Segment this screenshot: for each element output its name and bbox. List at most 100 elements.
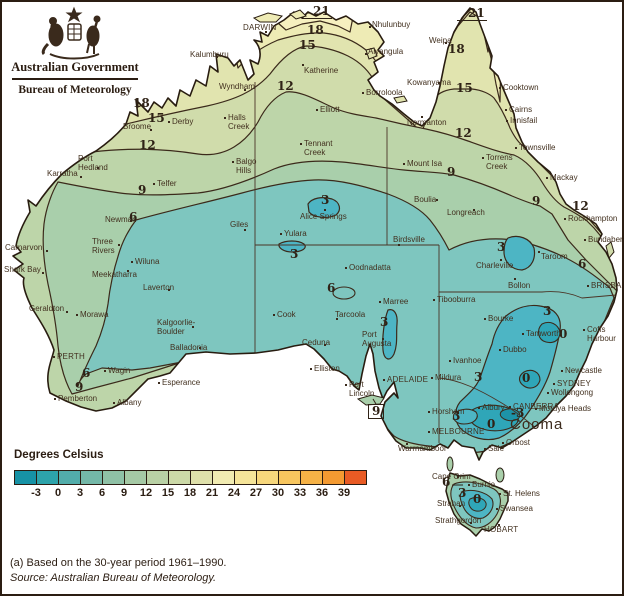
isotherm-label: 3 <box>380 315 389 329</box>
isotherm-label: 15 <box>456 81 473 95</box>
city-label: Wyndham <box>219 82 255 91</box>
city-label: Albany <box>117 398 142 407</box>
city-marker <box>535 408 537 410</box>
city-marker <box>118 244 120 246</box>
brand-divider <box>12 78 138 80</box>
coat-of-arms <box>41 6 101 60</box>
city-label: Albury <box>482 403 505 412</box>
city-label: Swansea <box>500 504 533 513</box>
isotherm-label: 18 <box>448 42 465 56</box>
city-marker <box>564 218 566 220</box>
city-marker <box>302 64 304 66</box>
city-label: Horsham <box>432 407 465 416</box>
isotherm-label: 9 <box>532 194 541 208</box>
isotherm-label: 6 <box>129 210 138 224</box>
city-marker <box>104 370 106 372</box>
city-marker <box>514 278 516 280</box>
city-label: Cooktown <box>503 83 539 92</box>
city-marker <box>496 508 498 510</box>
city-marker <box>470 522 472 524</box>
city-label: Dubbo <box>503 345 527 354</box>
city-marker <box>192 326 194 328</box>
legend-swatch <box>168 470 191 485</box>
isotherm-label: 3 <box>474 370 483 384</box>
isotherm-label: 21 <box>457 7 487 21</box>
city-label: Coffs Harbour <box>587 325 616 344</box>
city-label: Giles <box>230 220 249 229</box>
city-label: Rockhampton <box>568 214 618 223</box>
city-label: Karratha <box>47 169 78 178</box>
city-marker <box>131 261 133 263</box>
legend-tick: 39 <box>337 487 351 499</box>
legend-swatch <box>344 470 367 485</box>
city-label: Boulia <box>414 195 437 204</box>
city-label: HOBART <box>484 525 519 534</box>
city-label: Cook <box>277 310 296 319</box>
city-label: Elliott <box>320 105 340 114</box>
city-label: Oodnadatta <box>349 263 391 272</box>
tasmania-coastline <box>445 472 509 537</box>
city-marker <box>127 270 129 272</box>
city-marker <box>538 251 540 253</box>
city-label: Port Augusta <box>362 330 392 349</box>
city-label: Borroloola <box>366 88 403 97</box>
legend-ticks: -3 0 3 6 9 12 15 18 21 24 27 30 33 36 39 <box>14 487 366 499</box>
bureau-title: Bureau of Meteorology <box>18 83 132 96</box>
city-label: Moruya Heads <box>539 404 592 413</box>
isotherm-label: 0 <box>473 492 482 506</box>
city-label: Kalgoorlie- Boulder <box>157 318 196 337</box>
city-label: Cape Grim <box>432 472 471 481</box>
city-label: Alice Springs <box>300 212 347 221</box>
city-label: DARWIN <box>243 23 277 32</box>
isotherm-label: 6 <box>82 366 91 380</box>
city-marker <box>382 338 384 340</box>
isotherm-label: 0 <box>559 327 568 341</box>
legend-swatch <box>278 470 301 485</box>
city-label: Geraldton <box>29 304 65 313</box>
city-label: Pemberton <box>58 394 98 403</box>
city-label: Telfer <box>157 179 177 188</box>
label-leader-lines <box>372 398 463 486</box>
city-marker <box>216 56 218 58</box>
state-borders <box>254 82 617 443</box>
isotherm-label: 9 <box>368 404 385 419</box>
city-marker <box>158 382 160 384</box>
city-marker <box>438 82 440 84</box>
legend-title: Degrees Celsius <box>14 449 104 461</box>
city-label: Halls Creek <box>228 113 250 132</box>
legend-tick: 0 <box>54 487 62 499</box>
city-label: BRISBANE <box>591 281 622 290</box>
legend-swatch <box>256 470 279 485</box>
legend: Degrees Celsius -3 0 3 6 9 12 15 18 21 24 27 30 33 36… <box>14 449 367 499</box>
city-marker <box>168 289 170 291</box>
city-label: Carnarvon <box>5 243 43 252</box>
city-label: Cairns <box>509 105 533 114</box>
city-marker <box>153 183 155 185</box>
isotherm-label: 12 <box>277 79 294 93</box>
city-label: Sale <box>488 444 505 453</box>
legend-swatch <box>234 470 257 485</box>
city-label: Mount Isa <box>407 159 443 168</box>
city-label: Port Hedland <box>78 154 108 173</box>
city-label: Tennant Creek <box>304 139 333 158</box>
legend-tick: 30 <box>271 487 285 499</box>
city-marker <box>232 161 234 163</box>
city-marker <box>273 314 275 316</box>
city-marker <box>459 505 461 507</box>
city-marker <box>445 42 447 44</box>
city-marker <box>310 368 312 370</box>
isotherm-label: 3 <box>543 304 552 318</box>
islands <box>252 9 615 483</box>
city-marker <box>365 53 367 55</box>
city-marker <box>499 349 501 351</box>
city-marker <box>547 392 549 394</box>
city-marker <box>484 318 486 320</box>
city-marker <box>505 109 507 111</box>
legend-swatch <box>300 470 323 485</box>
basis-note: (a) Based on the 30-year period 1961–199… <box>10 557 227 569</box>
city-marker <box>379 301 381 303</box>
city-marker <box>509 406 511 408</box>
source-note: Source: Australian Bureau of Meteorology… <box>10 572 217 584</box>
legend-swatch <box>322 470 345 485</box>
